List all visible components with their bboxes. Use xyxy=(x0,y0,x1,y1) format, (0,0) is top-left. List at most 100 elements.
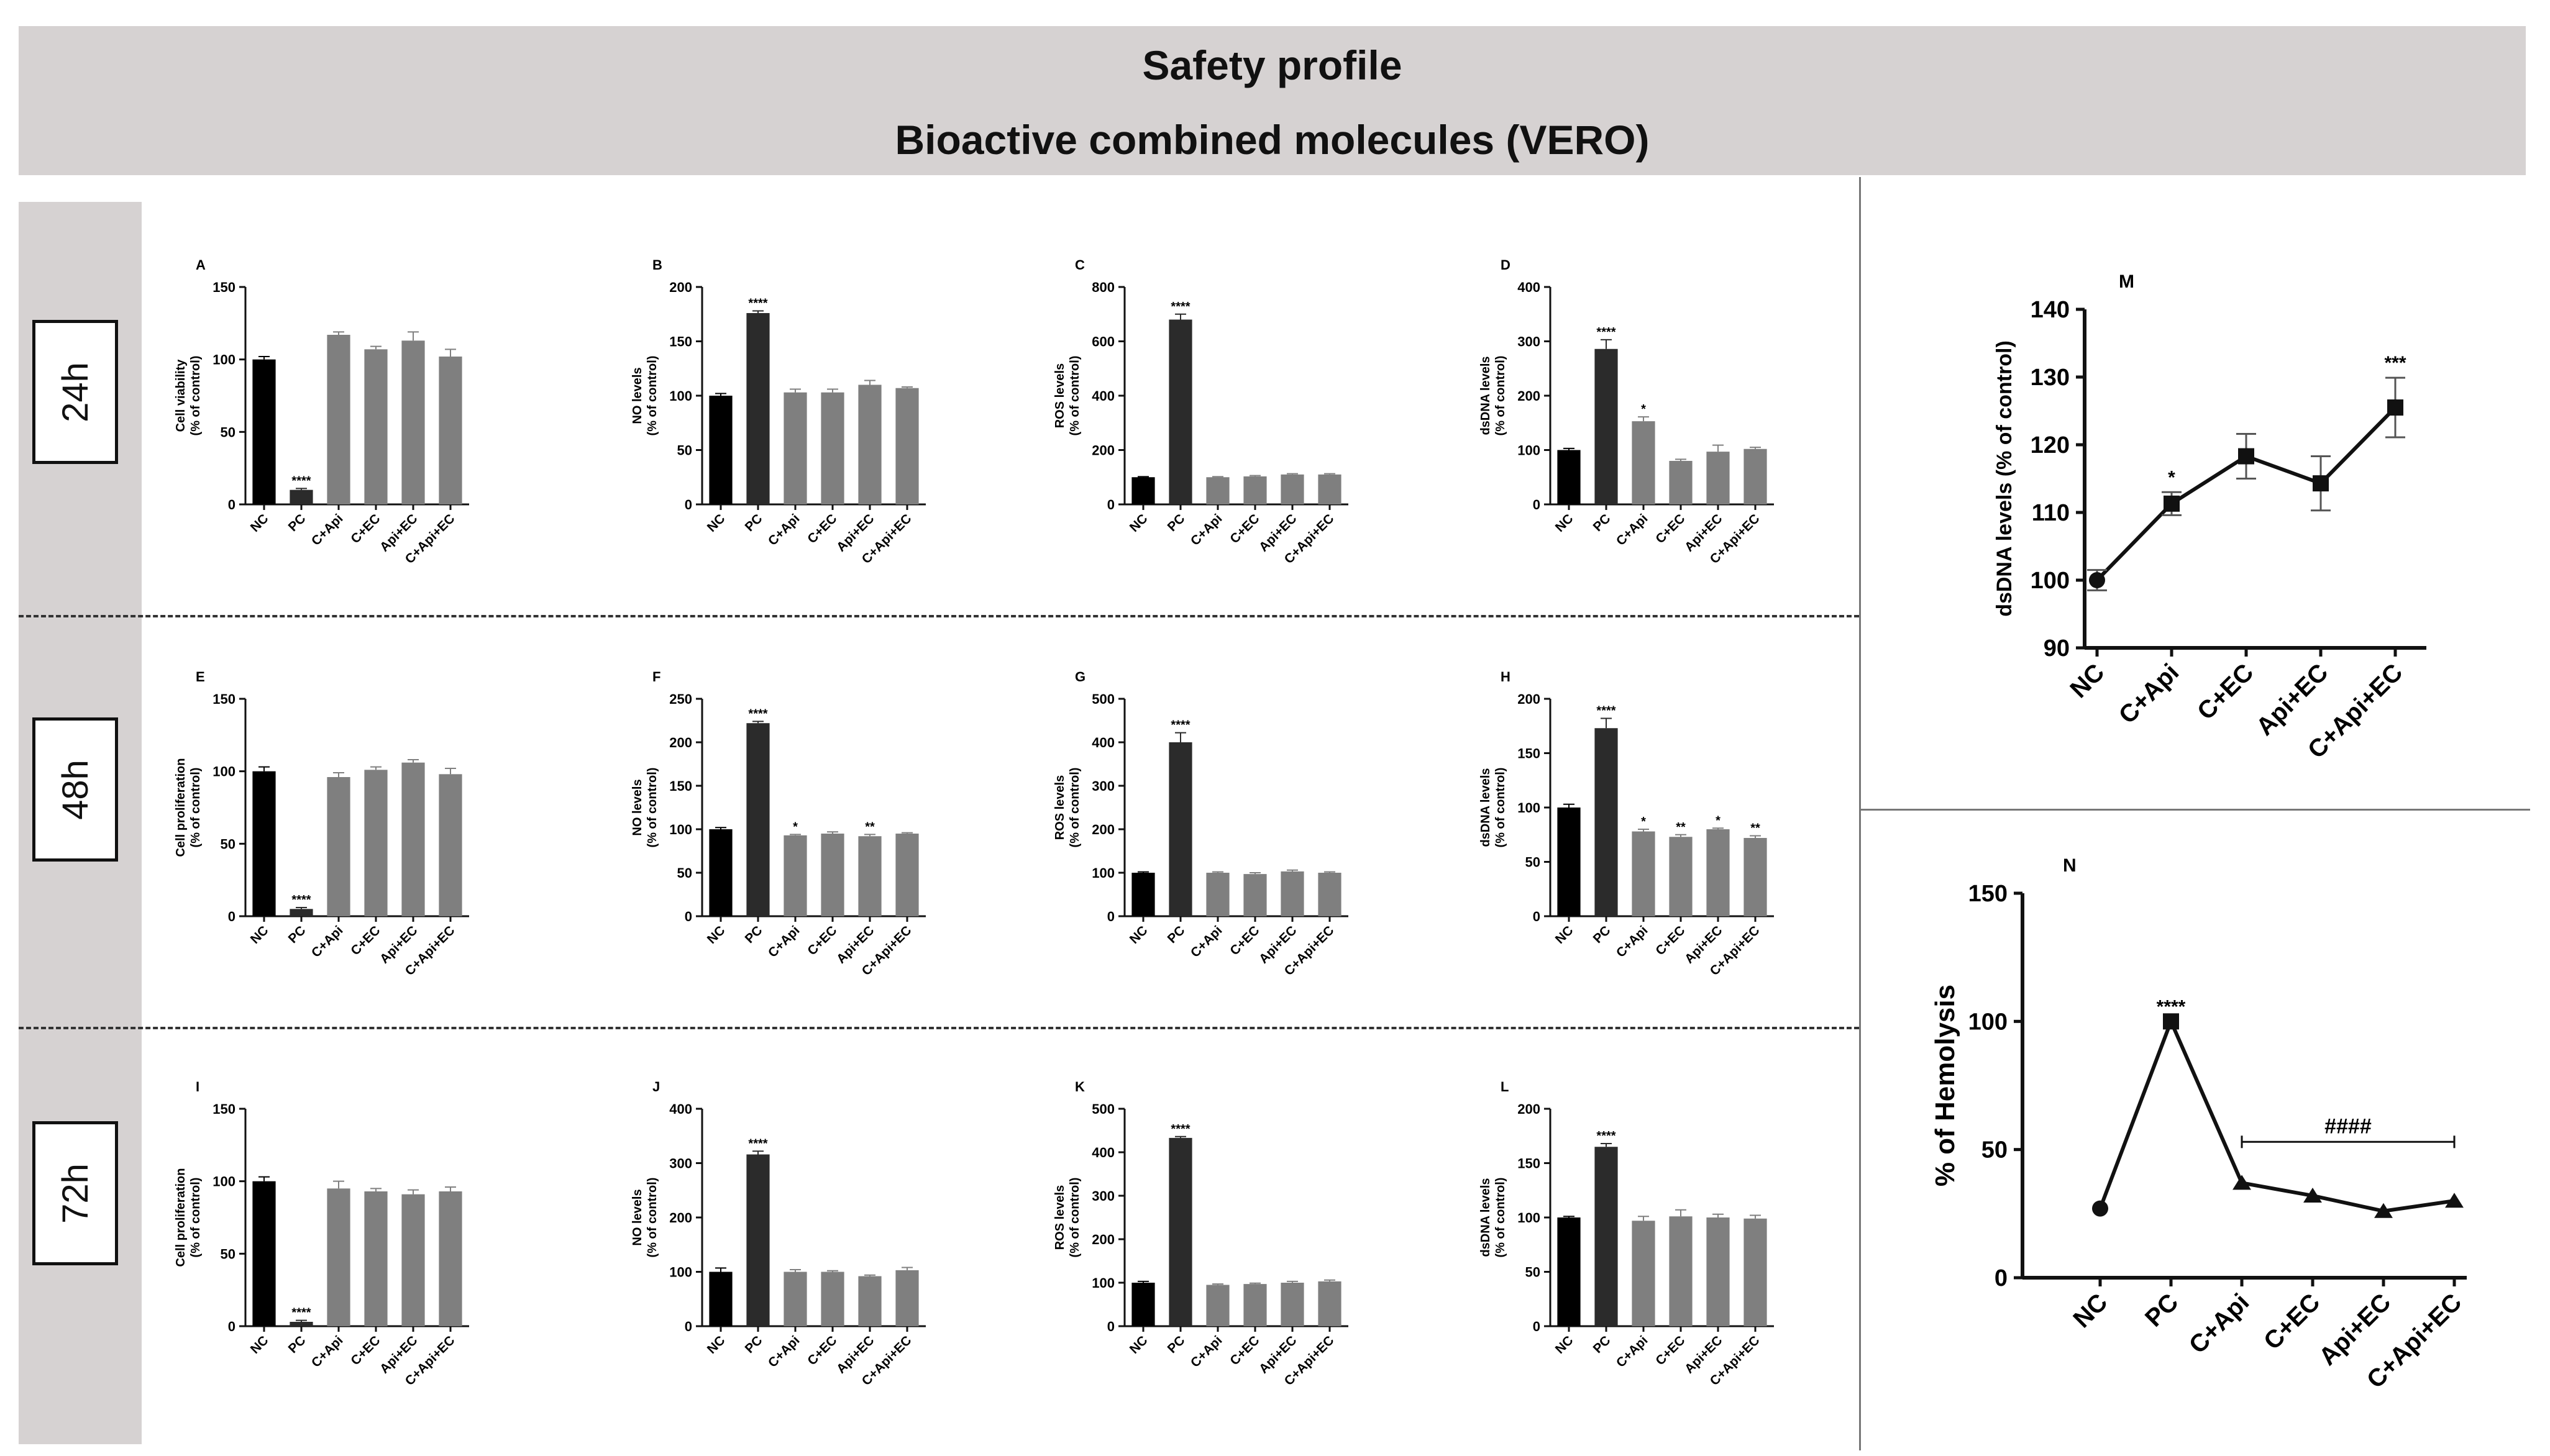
chart-g-y-tick-label: 400 xyxy=(1092,735,1115,750)
chart-m-point xyxy=(2089,572,2105,588)
chart-l-y-tick-label: 50 xyxy=(1525,1265,1540,1280)
chart-b-bar xyxy=(784,392,807,504)
chart-h-x-tick-label: NC xyxy=(1553,923,1576,947)
chart-b-y-tick-label: 0 xyxy=(685,497,692,512)
chart-l-bar xyxy=(1669,1216,1693,1326)
chart-h-significance: ** xyxy=(1676,821,1686,834)
chart-a-panel-label: A xyxy=(196,257,206,273)
chart-k-y-label: ROS levels (% of control) xyxy=(1053,1178,1082,1258)
chart-e-bar xyxy=(290,909,313,916)
chart-m-y-tick-label: 130 xyxy=(2031,365,2070,391)
chart-k-bar xyxy=(1281,1283,1304,1326)
time-label-24h: 24h xyxy=(32,320,118,464)
chart-g-x-tick-label: NC xyxy=(1127,923,1151,947)
chart-n-y-tick-label: 100 xyxy=(1968,1009,2008,1035)
chart-i-y-label: Cell proliferation (% of control) xyxy=(174,1168,203,1267)
chart-l-y-tick-label: 100 xyxy=(1517,1210,1540,1226)
chart-c-panel-label: C xyxy=(1075,257,1085,273)
chart-a-y-tick-label: 0 xyxy=(228,497,235,512)
chart-c-y-tick-label: 200 xyxy=(1092,443,1115,458)
chart-d-y-tick-label: 200 xyxy=(1517,388,1540,404)
title-banner: Safety profile Bioactive combined molecu… xyxy=(19,26,2526,175)
chart-a-bar xyxy=(364,349,388,504)
chart-f-significance: * xyxy=(793,820,798,834)
chart-g-x-tick-label: PC xyxy=(1165,923,1188,946)
chart-c-y-tick-label: 0 xyxy=(1107,497,1115,512)
chart-f-bar xyxy=(858,836,882,916)
time-label-48h: 48h xyxy=(32,717,118,862)
chart-n-y-label: % of Hemolysis xyxy=(1930,985,1960,1186)
chart-n-y-tick-label: 50 xyxy=(1981,1137,2008,1163)
chart-j-x-tick-label: PC xyxy=(743,1333,765,1356)
chart-b-bar xyxy=(746,313,770,504)
chart-f-y-tick-label: 250 xyxy=(669,691,692,707)
chart-i-bar xyxy=(327,1188,350,1326)
chart-c-y-tick-label: 400 xyxy=(1092,388,1115,404)
chart-d-y-tick-label: 100 xyxy=(1517,443,1540,458)
chart-d-x-tick-label: NC xyxy=(1553,511,1576,535)
chart-e-bar xyxy=(439,774,462,916)
chart-k-y-tick-label: 400 xyxy=(1092,1145,1115,1160)
chart-j-y-tick-label: 200 xyxy=(669,1210,692,1226)
chart-f-significance: **** xyxy=(748,707,767,721)
chart-j-bar xyxy=(858,1276,882,1326)
chart-g-bar xyxy=(1169,742,1192,916)
chart-l-bar xyxy=(1632,1221,1655,1326)
chart-a-y-tick-label: 150 xyxy=(212,280,235,295)
chart-g-y-tick-label: 100 xyxy=(1092,865,1115,881)
chart-h-bar xyxy=(1706,829,1730,916)
chart-h-y-tick-label: 200 xyxy=(1517,691,1540,707)
chart-m-point xyxy=(2238,448,2254,465)
chart-l-bar xyxy=(1557,1217,1581,1326)
chart-j-bar xyxy=(821,1272,844,1326)
chart-a-bar xyxy=(439,357,462,504)
chart-g-x-tick-label: C+EC xyxy=(1227,923,1262,958)
chart-f-x-tick-label: PC xyxy=(743,923,765,946)
chart-h-y-tick-label: 50 xyxy=(1525,855,1540,870)
panel-divider-vertical xyxy=(1859,177,1861,1450)
chart-n-series-line xyxy=(2098,1016,2455,1213)
chart-d-bar xyxy=(1557,450,1581,504)
chart-c-x-tick-label: C+EC xyxy=(1227,511,1262,546)
chart-c-y-tick-label: 600 xyxy=(1092,334,1115,350)
chart-k-x-tick-label: C+Api xyxy=(1188,1333,1225,1370)
panel-divider-horizontal xyxy=(1859,809,2530,811)
chart-n-point xyxy=(2303,1187,2322,1203)
chart-f-bar xyxy=(784,835,807,916)
chart-h-y-tick-label: 100 xyxy=(1517,800,1540,816)
chart-d-bar xyxy=(1632,421,1655,504)
chart-l-significance: **** xyxy=(1596,1129,1615,1143)
chart-f-bar xyxy=(821,834,844,916)
chart-g-y-tick-label: 0 xyxy=(1107,909,1115,924)
chart-c-significance: **** xyxy=(1171,300,1190,314)
chart-a-x-tick-label: PC xyxy=(286,511,309,534)
chart-i-significance: **** xyxy=(291,1306,311,1320)
chart-g-bar xyxy=(1318,873,1341,916)
chart-c-bar xyxy=(1318,474,1341,504)
chart-e-bar xyxy=(401,762,425,916)
chart-e-y-tick-label: 0 xyxy=(228,909,235,924)
chart-d-x-tick-label: PC xyxy=(1591,511,1614,534)
chart-k-bar xyxy=(1131,1283,1155,1326)
chart-l-y-tick-label: 0 xyxy=(1533,1319,1540,1334)
chart-i-x-tick-label: NC xyxy=(248,1333,272,1357)
chart-c-x-tick-label: PC xyxy=(1165,511,1188,534)
chart-b-y-tick-label: 150 xyxy=(669,334,692,350)
chart-h-significance: * xyxy=(1641,815,1646,829)
chart-h-panel-label: H xyxy=(1501,669,1510,685)
chart-j-x-tick-label: C+EC xyxy=(805,1333,839,1368)
chart-m-significance: *** xyxy=(2384,353,2406,373)
chart-a-bar xyxy=(327,335,350,504)
chart-e-y-tick-label: 150 xyxy=(212,691,235,707)
chart-b-bar xyxy=(709,396,733,504)
chart-h-x-tick-label: C+EC xyxy=(1653,923,1688,958)
chart-i-y-tick-label: 0 xyxy=(228,1319,235,1334)
chart-m-x-tick-label: C+EC xyxy=(2192,658,2259,725)
chart-m-significance: * xyxy=(2168,467,2175,488)
chart-j-bar xyxy=(709,1272,733,1326)
chart-j-x-tick-label: NC xyxy=(705,1333,728,1357)
chart-h-bar xyxy=(1632,831,1655,916)
chart-m-panel-label: M xyxy=(2119,271,2134,292)
chart-b-x-tick-label: NC xyxy=(705,511,728,535)
chart-n-point xyxy=(2092,1200,2108,1217)
